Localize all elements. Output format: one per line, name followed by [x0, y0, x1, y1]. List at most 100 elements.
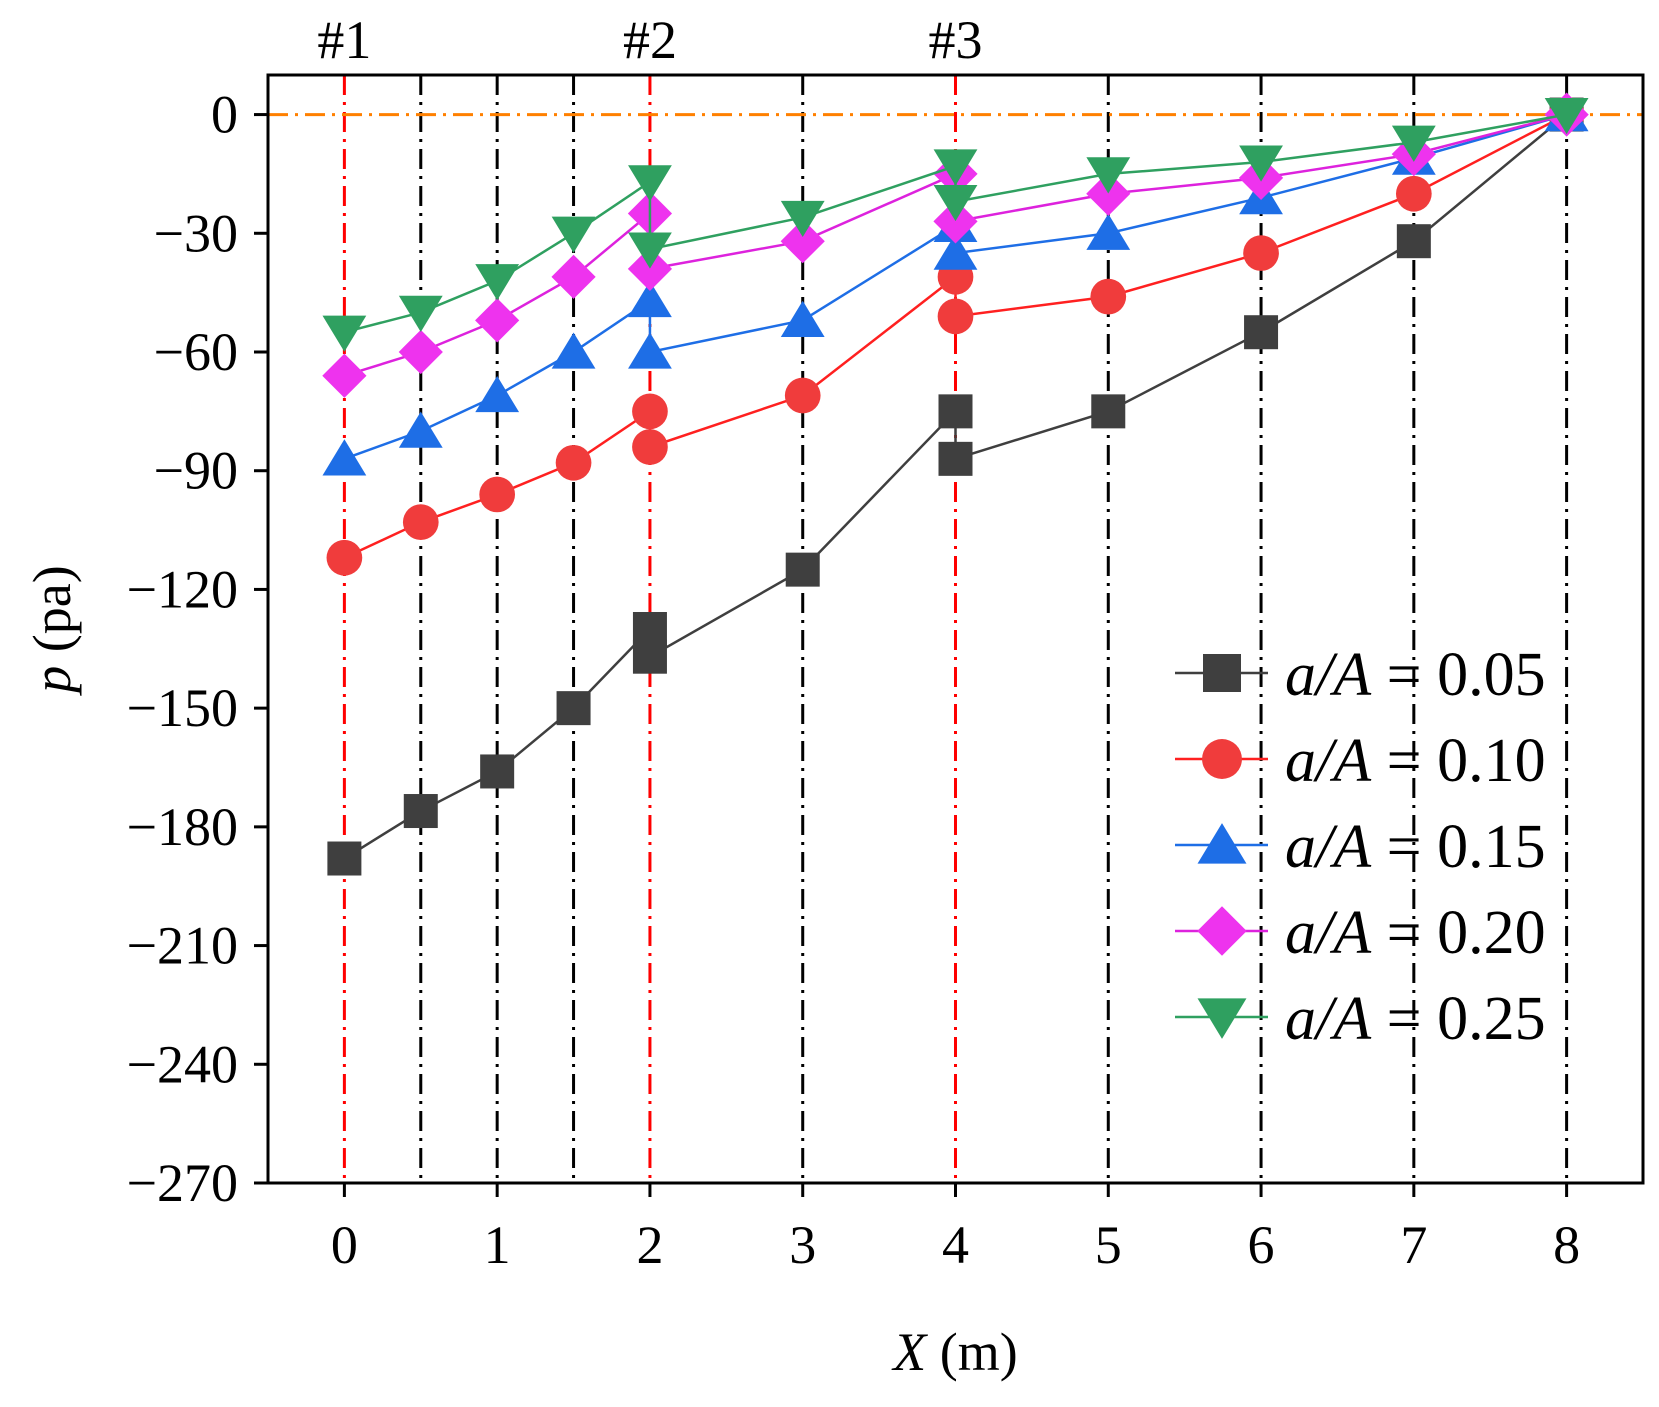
data-point: [480, 754, 515, 789]
data-point: [1086, 171, 1131, 216]
x-axis-ticks: 0 1 2 3 4 5 6 7 8: [331, 1183, 1580, 1275]
data-point: [937, 298, 974, 335]
y-tick-label: −90: [154, 441, 238, 501]
data-point: [627, 246, 673, 291]
y-tick-label: −150: [127, 678, 238, 738]
data-point: [398, 329, 443, 375]
legend-marker: [1197, 906, 1247, 956]
legend-marker: [1203, 654, 1241, 692]
x-tick-label: 6: [1248, 1215, 1275, 1275]
y-tick-label: −240: [127, 1034, 238, 1094]
y-tick-label: −120: [127, 559, 238, 619]
data-point: [327, 841, 362, 876]
section-label: #3: [929, 10, 983, 70]
data-point: [475, 298, 520, 343]
y-axis-ticks: 0 −30 −60 −90 −120 −150 −180 −210 −240 −270: [127, 85, 268, 1213]
data-point: [1243, 235, 1279, 271]
data-point: [628, 332, 672, 369]
data-point: [1086, 157, 1131, 194]
x-tick-label: 5: [1095, 1215, 1122, 1275]
data-point: [551, 254, 596, 299]
data-point: [402, 504, 439, 541]
data-point: [1396, 224, 1431, 259]
x-tick-label: 0: [331, 1215, 358, 1275]
data-point: [322, 353, 367, 398]
data-point: [322, 315, 367, 352]
section-label: #1: [317, 10, 371, 70]
legend-marker: [1197, 823, 1247, 864]
legend-marker: [1197, 998, 1247, 1039]
data-point: [628, 281, 672, 318]
data-point: [938, 394, 973, 429]
x-tick-label: 2: [636, 1215, 663, 1275]
data-point: [398, 295, 443, 332]
x-tick-label: 1: [484, 1215, 511, 1275]
legend-item: a/A = 0.10: [1175, 727, 1546, 795]
series-layer: [322, 92, 1589, 876]
data-point: [1395, 175, 1432, 212]
data-point: [398, 411, 443, 448]
data-point: [551, 216, 596, 253]
data-point: [632, 639, 667, 674]
section-label: #2: [623, 10, 677, 70]
y-tick-label: −270: [127, 1153, 238, 1213]
data-point: [780, 300, 825, 337]
legend-label: a/A = 0.15: [1285, 813, 1546, 881]
data-point: [628, 232, 672, 269]
data-point: [784, 377, 821, 414]
y-tick-label: 0: [211, 85, 238, 145]
series: [326, 96, 1585, 576]
data-point: [780, 200, 825, 238]
data-point: [403, 794, 438, 829]
data-point: [938, 441, 973, 476]
data-point: [479, 476, 516, 513]
data-point: [1544, 97, 1589, 135]
legend-item: a/A = 0.05: [1175, 641, 1546, 709]
data-point: [1391, 125, 1436, 162]
data-point: [322, 439, 367, 476]
data-point: [475, 264, 520, 301]
data-point: [632, 429, 668, 465]
legend-item: a/A = 0.25: [1175, 985, 1546, 1053]
x-tick-label: 8: [1553, 1215, 1580, 1275]
data-point: [475, 375, 520, 413]
x-tick-label: 3: [789, 1215, 816, 1275]
data-point: [556, 691, 591, 726]
data-point: [933, 185, 978, 222]
legend: a/A = 0.05 a/A = 0.10 a/A = 0.15 a/A = 0.20…: [1175, 641, 1546, 1053]
data-point: [1091, 394, 1126, 429]
data-point: [785, 552, 820, 587]
data-point: [933, 233, 978, 270]
y-axis-title: p (pa): [22, 565, 82, 696]
data-point: [632, 393, 668, 430]
data-point: [1244, 315, 1279, 350]
data-point: [933, 149, 978, 186]
legend-label: a/A = 0.05: [1285, 641, 1546, 709]
y-tick-label: −30: [154, 203, 238, 263]
data-point: [555, 444, 592, 481]
data-point: [1239, 145, 1283, 182]
series: [322, 97, 1589, 352]
data-point: [780, 219, 825, 264]
legend-item: a/A = 0.15: [1175, 813, 1546, 881]
y-tick-label: −60: [154, 322, 238, 382]
x-tick-label: 4: [942, 1215, 969, 1275]
legend-item: a/A = 0.20: [1175, 899, 1546, 967]
legend-label: a/A = 0.20: [1285, 899, 1546, 967]
data-point: [326, 539, 363, 576]
legend-label: a/A = 0.10: [1285, 727, 1546, 795]
data-point: [1090, 278, 1127, 315]
data-point: [933, 199, 978, 244]
x-axis-title: X (m): [891, 1322, 1017, 1382]
x-tick-label: 7: [1400, 1215, 1427, 1275]
y-tick-label: −180: [127, 797, 238, 857]
y-tick-label: −210: [127, 916, 238, 976]
legend-marker: [1202, 739, 1242, 779]
data-point: [628, 165, 672, 202]
data-point: [1086, 213, 1131, 250]
section-labels: #1 #2 #3: [317, 10, 982, 70]
data-point: [551, 332, 596, 369]
legend-label: a/A = 0.25: [1285, 985, 1546, 1053]
